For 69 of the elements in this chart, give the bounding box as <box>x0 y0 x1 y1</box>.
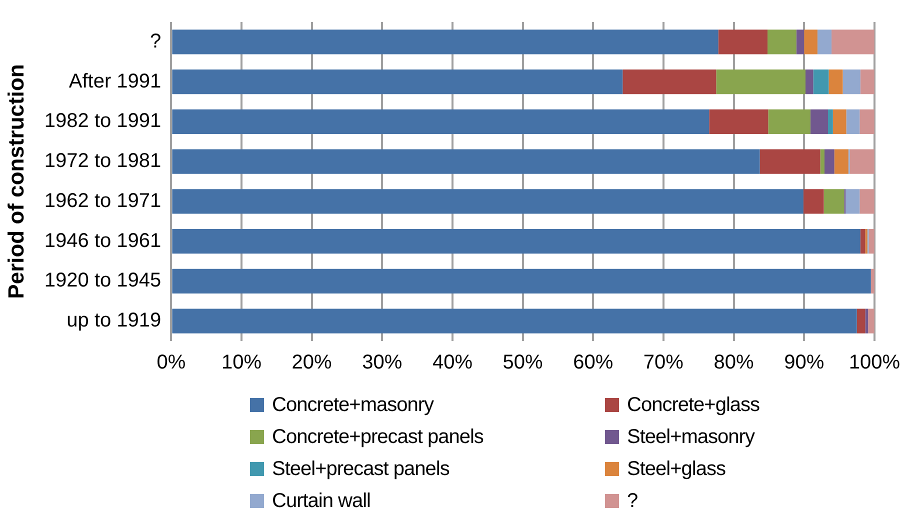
bar <box>796 30 804 54</box>
bar <box>172 149 760 174</box>
x-tick-label: 70% <box>643 352 684 374</box>
bar <box>760 149 820 174</box>
bar <box>846 189 860 214</box>
bar <box>709 109 768 134</box>
bar <box>850 149 874 174</box>
y-tick-label: 1946 to 1961 <box>44 230 162 252</box>
x-tick-label: 0% <box>156 352 186 374</box>
bar <box>860 189 874 214</box>
bar <box>172 189 804 214</box>
x-tick-label: 100% <box>848 352 900 374</box>
bar <box>172 30 718 54</box>
bar <box>828 109 833 134</box>
legend-label: Concrete+glass <box>627 394 760 416</box>
bar <box>716 69 806 94</box>
bar <box>718 30 768 54</box>
x-tick-label: 80% <box>714 352 754 374</box>
bar <box>768 109 810 134</box>
bar <box>622 69 716 94</box>
x-tick-label: 10% <box>221 352 262 374</box>
legend-label: Concrete+masonry <box>272 394 434 416</box>
x-tick-label: 40% <box>432 352 473 374</box>
legend-label: Concrete+precast panels <box>272 426 484 448</box>
y-tick-label: 1920 to 1945 <box>44 270 162 292</box>
x-tick-label: 90% <box>784 352 824 374</box>
bar <box>820 149 824 174</box>
bar <box>804 30 818 54</box>
bar <box>172 228 860 254</box>
bar <box>824 189 844 214</box>
y-tick-label: up to 1919 <box>66 310 162 332</box>
bar <box>832 30 874 54</box>
y-axis-title: Period of construction <box>3 64 28 299</box>
y-tick-label: After 1991 <box>68 70 162 92</box>
bar <box>832 109 846 134</box>
bar <box>846 109 860 134</box>
bar <box>824 149 834 174</box>
bar <box>813 69 829 94</box>
bar <box>172 268 871 294</box>
bar <box>868 308 874 334</box>
x-tick-label: 30% <box>362 352 402 374</box>
bar <box>806 69 814 94</box>
y-tick-label: 1982 to 1991 <box>44 110 162 132</box>
bar <box>865 308 868 334</box>
bar <box>172 308 857 334</box>
bar <box>856 308 866 334</box>
bar <box>817 30 832 54</box>
bar <box>834 149 848 174</box>
bar <box>803 189 824 214</box>
legend-label: Steel+glass <box>627 458 726 480</box>
bar <box>860 69 874 94</box>
legend-label: Steel+precast panels <box>272 458 450 480</box>
bar <box>842 69 860 94</box>
bar <box>860 109 874 134</box>
bar <box>172 69 623 94</box>
y-tick-label: 1972 to 1981 <box>44 150 162 172</box>
legend-label: Steel+masonry <box>627 426 754 448</box>
legend-label: ? <box>627 490 638 512</box>
x-tick-label: 20% <box>292 352 332 374</box>
legend-label: Curtain wall <box>272 490 370 512</box>
bar <box>828 69 843 94</box>
x-tick-label: 50% <box>502 352 544 374</box>
bar <box>810 109 828 134</box>
y-tick-label: 1962 to 1971 <box>44 190 162 212</box>
bar <box>768 30 796 54</box>
x-tick-label: 60% <box>573 352 614 374</box>
bar <box>860 228 866 254</box>
bar <box>172 109 710 134</box>
y-tick-label: ? <box>150 30 162 52</box>
